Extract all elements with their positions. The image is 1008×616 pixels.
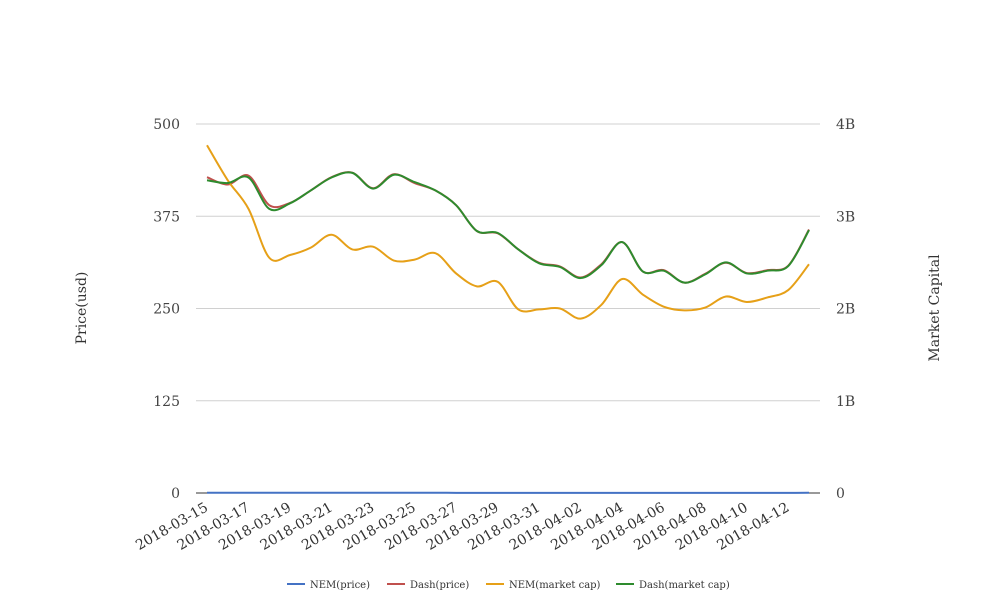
y-axis-right-title: Market Capital: [927, 254, 943, 362]
y-axis-right: 0 1B 2B 3B 4B: [836, 117, 855, 502]
y-right-tick-label: 2B: [836, 302, 855, 318]
y-right-tick-label: 0: [836, 486, 845, 502]
series-line-dash-market-cap: [206, 171, 810, 284]
y-right-tick-label: 3B: [836, 209, 855, 225]
legend-label: NEM(market cap): [509, 580, 601, 591]
y-left-tick-label: 250: [153, 302, 180, 318]
legend: NEM(price) Dash(price) NEM(market cap) Dash…: [287, 580, 730, 591]
y-left-tick-label: 500: [153, 117, 180, 133]
series-line-nem-market-cap: [206, 144, 810, 320]
legend-label: NEM(price): [310, 580, 370, 591]
y-axis-left: 0 125 250 375 500: [153, 117, 180, 502]
y-left-tick-label: 0: [171, 486, 180, 502]
legend-label: Dash(market cap): [639, 580, 730, 591]
y-left-tick-label: 375: [153, 209, 180, 225]
series-lines: [206, 144, 810, 494]
x-axis: 2018-03-152018-03-172018-03-192018-03-21…: [133, 500, 792, 554]
gridlines: [196, 123, 820, 494]
y-left-tick-label: 125: [153, 394, 180, 410]
y-right-tick-label: 1B: [836, 394, 855, 410]
y-right-tick-label: 4B: [836, 117, 855, 133]
legend-label: Dash(price): [410, 580, 469, 591]
y-axis-left-title: Price(usd): [74, 272, 90, 345]
